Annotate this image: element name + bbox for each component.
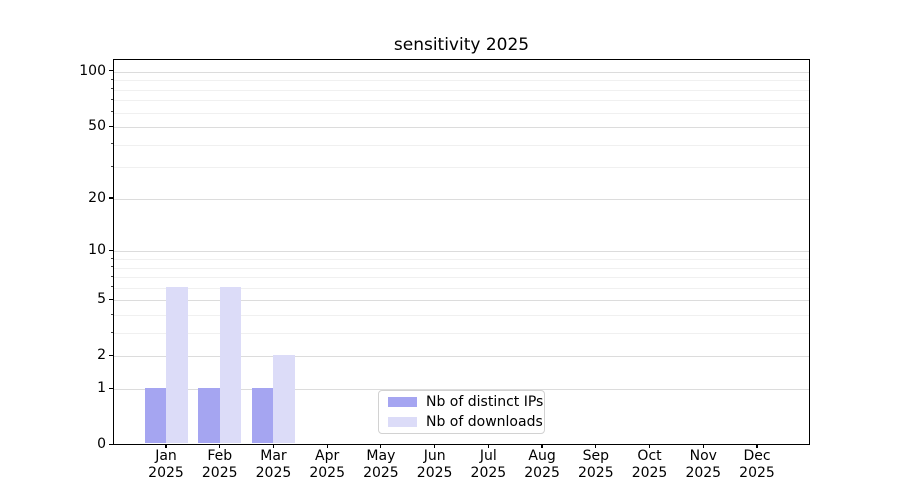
plot-area — [113, 59, 810, 445]
legend-swatch-distinct-ips — [388, 396, 417, 408]
x-tick-mark — [326, 444, 328, 449]
y-tick-label: 20 — [88, 189, 106, 206]
major-gridline — [114, 198, 809, 200]
x-tick-mark — [595, 444, 597, 449]
x-tick-mark — [702, 444, 704, 449]
y-minor-tick-mark — [110, 165, 113, 167]
major-gridline — [114, 389, 809, 391]
x-tick-label: Aug 2025 — [524, 448, 560, 482]
y-tick-label: 10 — [88, 242, 106, 259]
x-tick-mark — [272, 444, 275, 449]
minor-gridline — [114, 89, 809, 91]
minor-gridline — [114, 112, 809, 114]
bar-distinct-ips-feb — [198, 388, 220, 444]
minor-gridline — [114, 100, 809, 102]
y-minor-tick-mark — [110, 78, 113, 80]
minor-gridline — [114, 167, 809, 169]
bar-downloads-feb — [219, 286, 242, 444]
major-gridline — [114, 71, 809, 73]
chart-title: sensitivity 2025 — [393, 35, 530, 55]
y-tick-label: 2 — [97, 347, 106, 364]
y-tick-mark — [109, 387, 113, 389]
x-tick-label: Mar 2025 — [255, 448, 292, 482]
y-minor-tick-mark — [110, 111, 113, 113]
y-tick-label: 0 — [97, 436, 106, 453]
major-gridline — [114, 356, 809, 358]
y-minor-tick-mark — [110, 257, 113, 259]
legend-label-downloads: Nb of downloads — [426, 413, 543, 430]
x-tick-label: Dec 2025 — [739, 448, 775, 482]
x-tick-mark — [434, 444, 436, 449]
y-tick-mark — [109, 354, 113, 357]
y-minor-tick-mark — [110, 331, 113, 333]
bar-downloads-mar — [273, 355, 295, 444]
minor-gridline — [114, 80, 809, 82]
legend: Nb of distinct IPs Nb of downloads — [378, 390, 545, 434]
x-tick-label: Sep 2025 — [577, 448, 614, 482]
x-tick-label: Nov 2025 — [685, 448, 722, 482]
legend-swatch-downloads — [388, 416, 417, 428]
minor-gridline — [114, 144, 809, 146]
minor-gridline — [114, 287, 809, 289]
x-tick-mark — [756, 444, 758, 449]
y-tick-mark — [109, 443, 113, 445]
x-tick-label: Feb 2025 — [201, 448, 238, 482]
y-minor-tick-mark — [110, 143, 113, 145]
y-tick-label: 5 — [97, 291, 106, 308]
x-tick-label: Jun 2025 — [416, 448, 453, 482]
minor-gridline — [114, 277, 809, 279]
minor-gridline — [114, 267, 809, 269]
minor-gridline — [114, 259, 809, 260]
x-tick-mark — [648, 444, 651, 449]
x-tick-mark — [380, 444, 382, 449]
x-tick-label: Jul 2025 — [470, 448, 507, 482]
major-gridline — [114, 300, 809, 302]
bar-distinct-ips-mar — [251, 388, 274, 444]
y-tick-mark — [109, 70, 113, 72]
y-minor-tick-mark — [110, 88, 113, 90]
y-tick-label: 1 — [97, 380, 106, 397]
x-tick-label: Oct 2025 — [631, 448, 668, 482]
y-tick-mark — [109, 197, 113, 199]
y-tick-mark — [109, 298, 113, 300]
x-tick-mark — [219, 444, 221, 449]
minor-gridline — [114, 333, 809, 335]
minor-gridline — [114, 315, 809, 317]
y-minor-tick-mark — [110, 286, 113, 288]
y-minor-tick-mark — [110, 275, 113, 277]
major-gridline — [114, 251, 809, 253]
y-minor-tick-mark — [110, 313, 113, 315]
y-tick-label: 100 — [79, 62, 106, 79]
x-tick-label: Jan 2025 — [148, 448, 184, 482]
y-tick-mark — [109, 125, 113, 127]
legend-item-downloads: Nb of downloads — [388, 414, 543, 431]
bar-distinct-ips-jan — [144, 388, 166, 444]
legend-item-distinct-ips: Nb of distinct IPs — [388, 394, 543, 411]
x-tick-label: May 2025 — [363, 448, 399, 482]
x-tick-mark — [541, 444, 543, 449]
legend-label-distinct-ips: Nb of distinct IPs — [426, 393, 544, 410]
bar-downloads-jan — [166, 286, 188, 444]
y-minor-tick-mark — [110, 266, 113, 268]
y-tick-label: 50 — [88, 118, 106, 135]
x-tick-mark — [487, 444, 489, 449]
x-tick-mark — [165, 444, 167, 449]
y-minor-tick-mark — [110, 98, 113, 100]
x-tick-label: Apr 2025 — [309, 448, 345, 482]
y-tick-mark — [109, 249, 113, 251]
major-gridline — [114, 127, 809, 129]
